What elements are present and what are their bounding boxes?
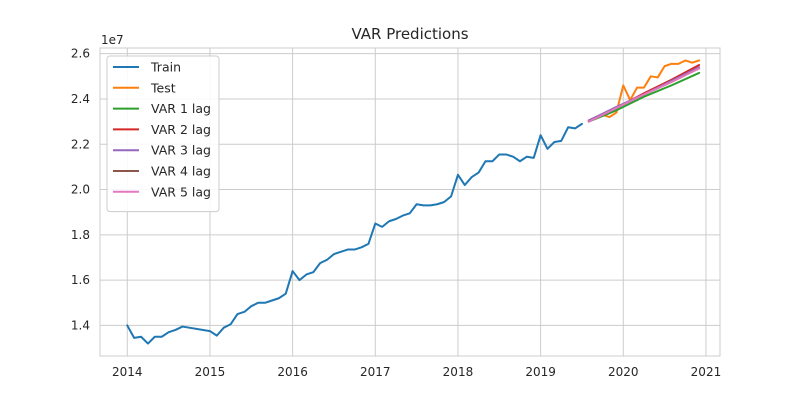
series-layer (126, 59, 701, 345)
y-tick-label: 2.6 (71, 47, 90, 61)
x-tick-label: 2017 (360, 365, 391, 379)
x-tick-label: 2020 (608, 365, 639, 379)
legend-box (106, 55, 220, 213)
tick-labels: 2014 2015 2016 2017 2018 2019 2020 2021 1.4 1.6 1.… (71, 47, 721, 379)
y-axis-offset-label: 1e7 (101, 33, 124, 47)
legend-label: Test (150, 80, 176, 95)
legend-label: VAR 3 lag (151, 143, 211, 158)
series-line-var-5-lag (587, 67, 701, 123)
grid (100, 48, 720, 356)
legend-label: VAR 2 lag (151, 122, 211, 137)
series-line-test (587, 59, 701, 123)
y-tick-label: 2.0 (71, 183, 90, 197)
legend-label: VAR 5 lag (151, 184, 211, 199)
y-tick-label: 2.4 (71, 92, 90, 106)
legend-label: VAR 1 lag (151, 101, 211, 116)
x-tick-label: 2016 (277, 365, 308, 379)
x-tick-label: 2018 (443, 365, 474, 379)
x-tick-label: 2015 (195, 365, 226, 379)
y-tick-label: 1.8 (71, 228, 90, 242)
x-tick-label: 2021 (691, 365, 722, 379)
y-tick-label: 2.2 (71, 137, 90, 151)
legend-label: VAR 4 lag (151, 164, 211, 179)
legend-label: Train (150, 60, 181, 75)
series-line-var-1-lag (587, 71, 701, 123)
x-tick-label: 2019 (525, 365, 556, 379)
chart-title: VAR Predictions (351, 25, 468, 43)
x-tick-label: 2014 (112, 365, 143, 379)
y-tick-label: 1.4 (71, 318, 90, 332)
legend: Train Test VAR 1 lag VAR 2 lag VAR 3 lag VAR … (106, 55, 220, 213)
y-tick-label: 1.6 (71, 273, 90, 287)
series-line-train (126, 122, 583, 345)
